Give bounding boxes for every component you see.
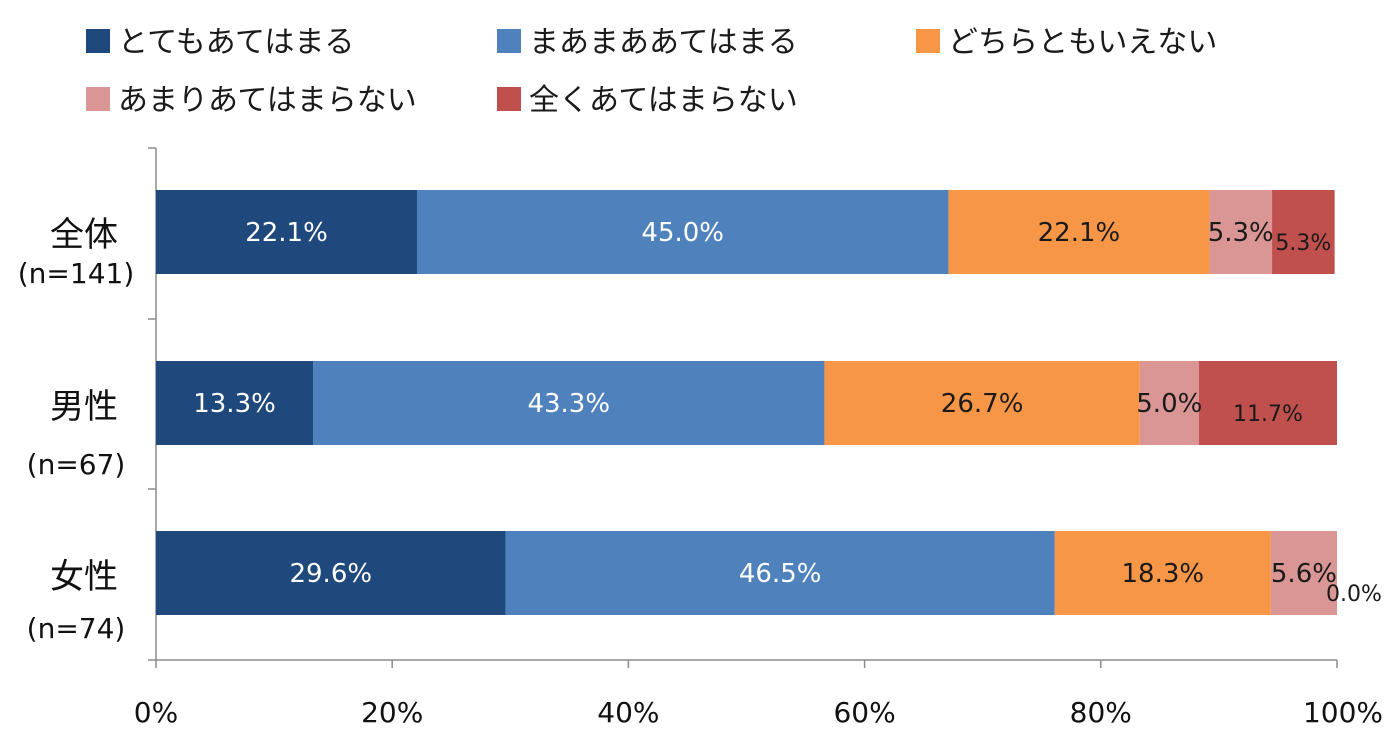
bar-segment-2-2 (313, 361, 825, 445)
category-count-2: (n=67) (27, 448, 126, 481)
legend-label-3: どちらともいえない (948, 25, 1217, 60)
category-label-1: 全体 (50, 215, 118, 255)
legend-swatch-2 (497, 29, 521, 53)
data-label-3-4: 5.6% (1271, 559, 1337, 589)
data-label-1-1: 22.1% (245, 218, 328, 248)
legend-swatch-4 (86, 87, 110, 111)
bar-segment-2-1 (156, 361, 314, 445)
data-label-2-1: 13.3% (193, 389, 276, 419)
data-label-2-3: 26.7% (941, 389, 1024, 419)
data-label-1-4: 5.3% (1208, 218, 1274, 248)
bar-segment-2-4 (1139, 361, 1199, 445)
legend-swatch-1 (86, 29, 110, 53)
x-tick-labels: 0% 20% 40% 60% 80% 100% (134, 696, 1383, 729)
data-label-3-5: 0.0% (1326, 582, 1382, 607)
bar-segment-3-2 (505, 531, 1055, 615)
legend-label-5: 全くあてはまらない (529, 83, 798, 118)
data-label-3-2: 46.5% (739, 559, 822, 589)
bar-segment-3-4 (1270, 531, 1337, 615)
bar-segment-3-3 (1054, 531, 1271, 615)
x-tick-label-1: 0% (134, 696, 178, 729)
data-label-2-2: 43.3% (527, 389, 610, 419)
legend-swatch-5 (497, 87, 521, 111)
bar-segment-1-1 (156, 190, 418, 274)
x-tick-label-2: 20% (361, 696, 423, 729)
data-label-3-3: 18.3% (1121, 559, 1204, 589)
bar-segment-1-3 (948, 190, 1210, 274)
data-label-1-3: 22.1% (1038, 218, 1121, 248)
category-count-1: (n=141) (18, 257, 135, 290)
bar-segment-1-5 (1272, 190, 1335, 274)
x-tick-label-5: 80% (1070, 696, 1132, 729)
legend-label-4: あまりあてはまらない (118, 83, 417, 118)
bar-segment-2-5 (1198, 361, 1337, 445)
category-count-3: (n=74) (27, 612, 126, 645)
bar-segment-3-1 (156, 531, 506, 615)
data-label-2-5: 11.7% (1233, 402, 1303, 427)
category-label-2: 男性 (50, 387, 118, 427)
x-tick-label-6: 100% (1303, 696, 1383, 729)
bar-segment-1-2 (417, 190, 949, 274)
data-label-1-5: 5.3% (1275, 231, 1331, 256)
x-tick-label-4: 60% (833, 696, 895, 729)
legend-label-1: とてもあてはまる (118, 25, 354, 60)
data-label-1-2: 45.0% (641, 218, 724, 248)
bars (156, 190, 1337, 615)
bar-segment-1-4 (1209, 190, 1273, 274)
bar-labels: 22.1% 45.0% 22.1% 5.3% 5.3% 13.3% 43.3% 26.7% 5.… (193, 218, 1382, 607)
bar-segment-2-3 (824, 361, 1140, 445)
category-labels: 全体(n=141) 男性 (n=67) 女性 (n=74) (18, 215, 135, 645)
legend-swatch-3 (916, 29, 940, 53)
legend-label-2: まあまああてはまる (529, 25, 798, 60)
data-label-2-4: 5.0% (1136, 389, 1202, 419)
data-label-3-1: 29.6% (289, 559, 372, 589)
x-tick-label-3: 40% (597, 696, 659, 729)
category-label-3: 女性 (50, 557, 118, 597)
